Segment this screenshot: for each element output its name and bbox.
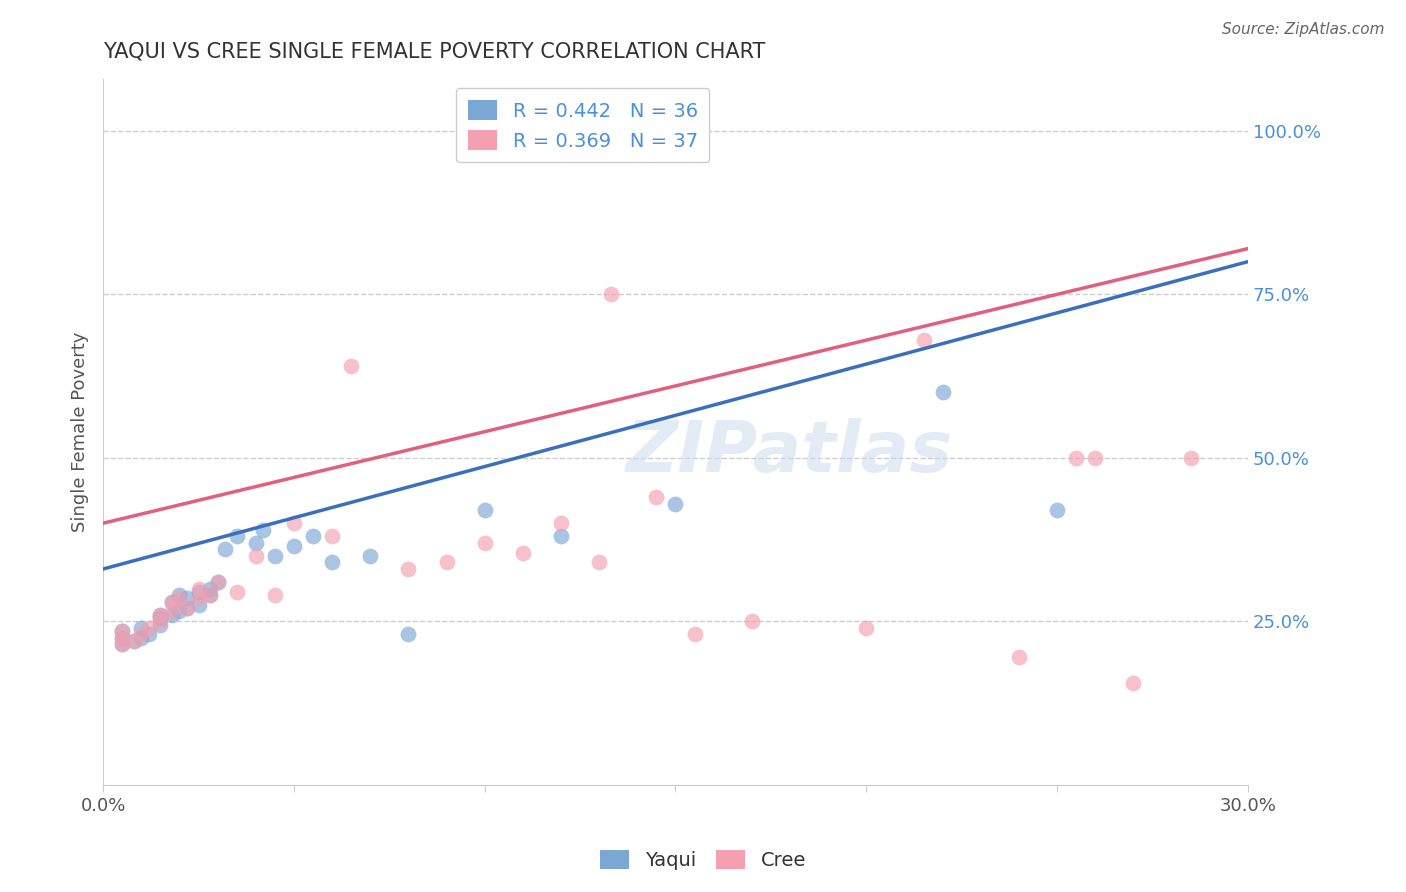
Point: [1064, 450, 1087, 465]
Point: [252, 523, 274, 537]
Point: [111, 624, 134, 639]
Point: [160, 595, 183, 609]
Point: [176, 601, 198, 615]
Point: [129, 621, 152, 635]
Point: [169, 605, 191, 619]
Point: [855, 621, 877, 635]
Point: [550, 516, 572, 531]
Point: [474, 536, 496, 550]
Point: [176, 591, 198, 606]
Point: [149, 615, 172, 629]
Point: [1180, 450, 1202, 465]
Point: [396, 627, 419, 641]
Point: [129, 631, 152, 645]
Point: [187, 598, 209, 612]
Point: [664, 497, 686, 511]
Point: [550, 529, 572, 543]
Point: [169, 588, 191, 602]
Point: [321, 529, 343, 543]
Point: [263, 588, 285, 602]
Point: [474, 503, 496, 517]
Point: [931, 385, 953, 400]
Point: [149, 607, 172, 622]
Point: [122, 634, 145, 648]
Text: YAQUI VS CREE SINGLE FEMALE POVERTY CORRELATION CHART: YAQUI VS CREE SINGLE FEMALE POVERTY CORR…: [103, 42, 765, 62]
Point: [283, 539, 305, 553]
Point: [225, 585, 247, 599]
Legend: R = 0.442   N = 36, R = 0.369   N = 37: R = 0.442 N = 36, R = 0.369 N = 37: [457, 88, 710, 162]
Point: [657, 124, 679, 138]
Point: [111, 631, 134, 645]
Point: [396, 562, 419, 576]
Point: [263, 549, 285, 563]
Point: [111, 637, 134, 651]
Point: [207, 575, 229, 590]
Point: [187, 585, 209, 599]
Point: [129, 627, 152, 641]
Point: [512, 546, 534, 560]
Text: Source: ZipAtlas.com: Source: ZipAtlas.com: [1222, 22, 1385, 37]
Point: [588, 556, 610, 570]
Point: [302, 529, 325, 543]
Point: [176, 601, 198, 615]
Text: ZIPatlas: ZIPatlas: [626, 418, 953, 487]
Point: [198, 582, 221, 596]
Point: [1008, 650, 1031, 665]
Point: [359, 549, 381, 563]
Point: [187, 591, 209, 606]
Point: [225, 529, 247, 543]
Point: [245, 536, 267, 550]
Point: [198, 588, 221, 602]
Legend: Yaqui, Cree: Yaqui, Cree: [592, 842, 814, 878]
Point: [122, 634, 145, 648]
Point: [741, 615, 763, 629]
Point: [160, 595, 183, 609]
Point: [1046, 503, 1069, 517]
Point: [149, 617, 172, 632]
Point: [149, 611, 172, 625]
Point: [645, 490, 668, 504]
Point: [1084, 450, 1107, 465]
Point: [207, 575, 229, 590]
Point: [111, 624, 134, 639]
Point: [111, 631, 134, 645]
Point: [214, 542, 236, 557]
Point: [187, 582, 209, 596]
Point: [245, 549, 267, 563]
Point: [1122, 676, 1144, 690]
Y-axis label: Single Female Poverty: Single Female Poverty: [72, 332, 89, 532]
Point: [149, 607, 172, 622]
Point: [138, 627, 160, 641]
Point: [340, 359, 363, 374]
Point: [198, 588, 221, 602]
Point: [111, 637, 134, 651]
Point: [169, 591, 191, 606]
Point: [683, 627, 706, 641]
Point: [321, 556, 343, 570]
Point: [160, 607, 183, 622]
Point: [912, 333, 935, 347]
Point: [138, 621, 160, 635]
Point: [283, 516, 305, 531]
Point: [160, 605, 183, 619]
Point: [599, 287, 621, 301]
Point: [436, 556, 458, 570]
